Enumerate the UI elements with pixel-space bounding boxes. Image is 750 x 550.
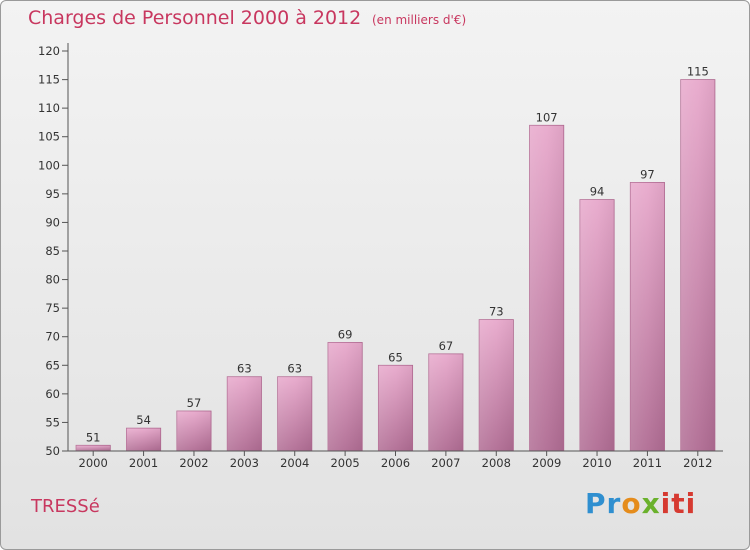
y-tick-label: 100 [38, 158, 60, 172]
data-label: 73 [489, 305, 504, 319]
x-tick-label: 2004 [280, 456, 309, 470]
data-label: 115 [687, 65, 709, 79]
chart-title: Charges de Personnel 2000 à 2012 [28, 7, 362, 29]
y-tick-label: 75 [45, 301, 60, 315]
y-tick-label: 50 [45, 444, 60, 458]
x-tick-label: 2008 [482, 456, 511, 470]
proxiti-logo: Proxiti [585, 487, 696, 520]
logo-part-4: iti [660, 487, 697, 520]
data-label: 51 [86, 430, 101, 444]
bar-sheen [227, 376, 262, 451]
data-label: 63 [237, 362, 252, 376]
bars: 51 54 57 63 63 69 65 67 73 107 94 97 115 [75, 65, 716, 452]
bar-sheen [529, 125, 564, 452]
y-tick-label: 80 [45, 273, 60, 287]
y-tick-label: 120 [38, 44, 60, 58]
logo-part-1: Pr [585, 487, 622, 520]
y-tick-label: 55 [45, 415, 60, 429]
data-label: 67 [439, 339, 454, 353]
data-label: 107 [536, 110, 558, 124]
bar-sheen [680, 79, 715, 452]
bar-sheen [579, 199, 615, 451]
chart-subtitle: (en milliers d'€) [372, 13, 467, 27]
x-axis: 2000 2001 2002 2003 2004 2005 2006 2007 2008 2009… [68, 450, 723, 470]
y-tick-label: 105 [38, 130, 60, 144]
y-tick-label: 65 [45, 358, 60, 372]
x-tick-label: 2011 [633, 456, 662, 470]
data-label: 94 [590, 185, 605, 199]
x-tick-label: 2006 [381, 456, 410, 470]
bar-sheen [327, 342, 363, 451]
logo-part-3: x [641, 487, 661, 520]
bar-sheen [277, 376, 312, 451]
y-tick-label: 115 [38, 73, 60, 87]
bar-sheen [378, 365, 413, 451]
bar-sheen [428, 353, 464, 451]
data-label: 69 [338, 327, 353, 341]
x-tick-label: 2000 [79, 456, 108, 470]
logo-part-2: o [621, 487, 642, 520]
x-tick-label: 2010 [582, 456, 611, 470]
bar-sheen [76, 445, 111, 451]
x-tick-label: 2005 [330, 456, 359, 470]
data-label: 63 [287, 362, 302, 376]
x-tick-label: 2002 [179, 456, 208, 470]
bar-sheen [479, 319, 514, 451]
y-tick-label: 85 [45, 244, 60, 258]
data-label: 65 [388, 350, 403, 364]
commune-name: TRESSé [31, 496, 100, 517]
x-tick-label: 2001 [129, 456, 158, 470]
data-label: 57 [187, 396, 202, 410]
x-tick-label: 2007 [431, 456, 460, 470]
y-axis: 50 55 60 65 70 75 80 85 90 95 100 105 110 115 120 [38, 43, 69, 458]
y-tick-label: 60 [45, 387, 60, 401]
data-label: 97 [640, 167, 655, 181]
y-tick-label: 110 [38, 101, 60, 115]
bar-sheen [176, 411, 212, 451]
x-tick-label: 2003 [230, 456, 259, 470]
data-label: 54 [136, 413, 151, 427]
y-tick-label: 90 [45, 215, 60, 229]
x-tick-label: 2012 [683, 456, 712, 470]
y-tick-label: 95 [45, 187, 60, 201]
y-tick-label: 70 [45, 330, 60, 344]
bar-sheen [630, 182, 665, 451]
bar-sheen [126, 428, 161, 451]
x-tick-label: 2009 [532, 456, 561, 470]
